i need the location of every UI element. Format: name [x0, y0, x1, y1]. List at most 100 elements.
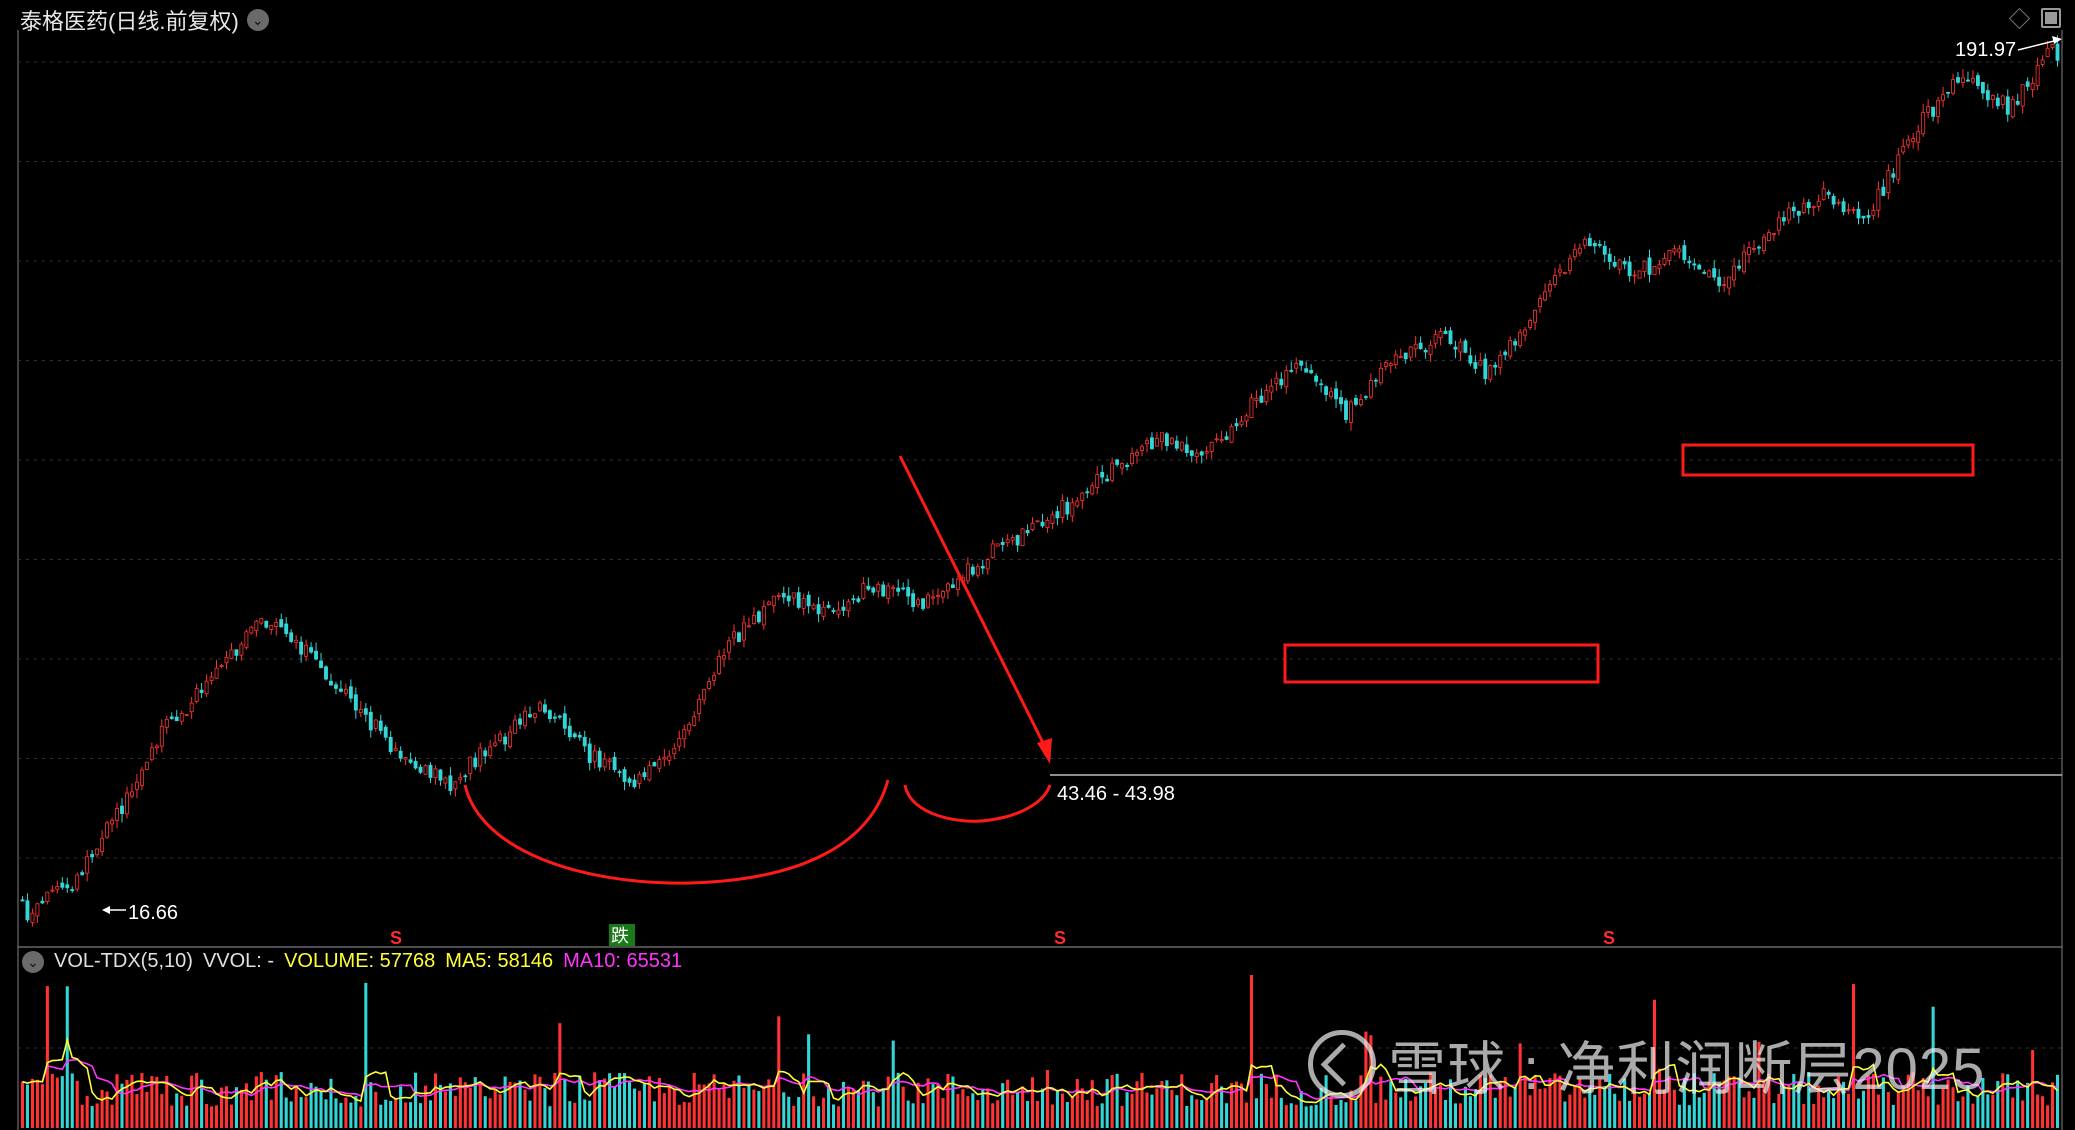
candle-body: [2015, 101, 2020, 105]
candle-body: [1548, 284, 1552, 292]
candle-body: [1881, 186, 1886, 196]
candle-body: [523, 710, 527, 727]
volume-bar: [155, 1076, 159, 1128]
candle-body: [1523, 329, 1528, 336]
volume-bar: [1374, 1102, 1378, 1128]
chevron-down-icon[interactable]: ⌄: [22, 950, 44, 973]
candle-body: [1214, 438, 1219, 441]
candle-body: [702, 688, 707, 701]
candle-body: [1995, 97, 2000, 107]
window-icon[interactable]: [2041, 8, 2061, 28]
volume-bar: [399, 1086, 403, 1128]
candle-body: [955, 578, 960, 590]
candle-body: [1358, 399, 1363, 405]
volume-bar: [1030, 1077, 1035, 1128]
candle-body: [1269, 385, 1274, 393]
volume-bar: [1961, 1096, 1965, 1128]
volume-bar: [1936, 1104, 1940, 1128]
candle-body: [194, 688, 199, 702]
chevron-down-icon[interactable]: ⌄: [246, 9, 269, 31]
candle-body: [1179, 441, 1184, 451]
candle-body: [1672, 248, 1677, 253]
candle-body: [1378, 367, 1383, 384]
volume-bar: [901, 1086, 905, 1128]
candle-body: [2010, 98, 2015, 118]
volume-bar: [1110, 1075, 1114, 1128]
volume-bar: [1583, 1097, 1587, 1128]
volume-bar: [1717, 1083, 1721, 1128]
candle-body: [1344, 400, 1348, 420]
volume-bar: [1274, 1074, 1278, 1128]
candle-body: [2030, 82, 2035, 90]
candle-body: [746, 625, 751, 628]
volume-bar: [1832, 1098, 1836, 1128]
volume-bar: [1846, 1093, 1851, 1128]
volume-bar: [1508, 1096, 1512, 1128]
candle-body: [1120, 463, 1125, 469]
candle-body: [816, 604, 821, 615]
volume-bar: [185, 1105, 189, 1128]
candle-body: [1737, 265, 1742, 269]
volume-bar: [175, 1093, 179, 1128]
signal-marker-s1: S: [390, 928, 402, 948]
candle-body: [781, 593, 786, 598]
volume-bar: [1299, 1091, 1303, 1128]
candle-body: [1388, 363, 1393, 366]
candle-body: [886, 585, 891, 599]
volume-bar: [165, 1075, 169, 1128]
volume-bar: [1807, 1072, 1811, 1128]
volume-bar: [50, 1073, 54, 1128]
candle-body: [2040, 59, 2045, 65]
candle-body: [1687, 260, 1692, 264]
volume-bar: [1225, 1103, 1229, 1128]
candle-body: [1174, 440, 1179, 449]
volume-bar: [1095, 1106, 1099, 1128]
volume-bar: [1891, 1104, 1895, 1128]
candle-body: [1443, 330, 1448, 335]
volume-bar: [45, 986, 49, 1128]
volume-bar: [409, 1102, 413, 1128]
candle-body: [433, 768, 438, 779]
volume-bar: [1389, 1081, 1393, 1128]
candle-body: [1408, 346, 1413, 358]
candle-body: [55, 885, 60, 890]
volume-bar: [488, 1098, 492, 1128]
volume-bar: [1060, 1093, 1064, 1128]
volume-bar: [1528, 1095, 1532, 1128]
volume-bar: [613, 1086, 617, 1128]
consolidation-box-2: [1681, 443, 1975, 477]
candle-body: [1647, 257, 1652, 275]
volume-bar: [1424, 1083, 1428, 1128]
candle-body: [836, 609, 841, 615]
stock-title: 泰格医药(日线.前复权): [20, 9, 239, 34]
volume-bar: [1319, 1087, 1323, 1128]
volume-bar: [1080, 1088, 1084, 1128]
candle-body: [1717, 276, 1722, 287]
volume-bar: [1190, 1095, 1194, 1128]
candle-body: [1876, 188, 1881, 211]
candle-body: [1219, 438, 1224, 442]
candle-body: [577, 734, 582, 738]
candle-body: [627, 778, 632, 783]
volume-bar: [782, 1092, 786, 1128]
volume-bar: [125, 1079, 129, 1128]
volume-bar: [1588, 1085, 1592, 1128]
candle-body: [612, 756, 617, 770]
candle-body: [1841, 201, 1846, 213]
volume-bar: [160, 1094, 164, 1128]
volume-bar: [1548, 1078, 1552, 1128]
volume-bar: [1971, 1103, 1975, 1128]
volume-bar: [423, 1085, 428, 1128]
candle-body: [622, 769, 627, 782]
volume-bar: [95, 1103, 99, 1128]
vvol-label: VVOL: -: [202, 950, 275, 972]
annotation-arrow: [898, 455, 1052, 758]
vol-indicator-name: VOL-TDX(5,10): [54, 950, 193, 972]
volume-bar: [896, 1072, 900, 1128]
candle-body: [1692, 263, 1697, 266]
candle-body: [1488, 365, 1493, 380]
candle-body: [533, 713, 537, 718]
volume-bar: [1797, 1082, 1801, 1128]
